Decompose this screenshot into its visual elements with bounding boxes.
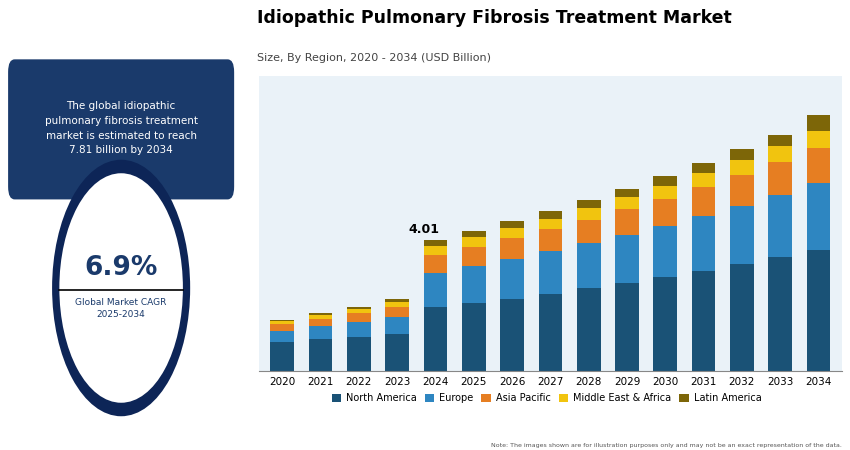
Text: 4.01: 4.01 xyxy=(409,223,439,236)
Bar xyxy=(385,307,409,317)
Text: Global Market CAGR
2025-2034: Global Market CAGR 2025-2034 xyxy=(76,298,167,319)
FancyBboxPatch shape xyxy=(8,58,235,200)
Bar xyxy=(577,243,601,288)
Bar xyxy=(654,176,677,185)
Bar xyxy=(807,116,830,131)
Bar xyxy=(423,255,447,273)
Bar xyxy=(385,302,409,307)
Bar xyxy=(309,319,332,326)
Circle shape xyxy=(60,173,183,403)
Bar xyxy=(692,271,716,371)
Bar xyxy=(385,299,409,302)
Bar xyxy=(347,309,371,313)
Bar xyxy=(500,221,524,228)
Bar xyxy=(309,315,332,319)
Bar xyxy=(654,185,677,198)
Bar xyxy=(692,163,716,173)
Text: 6.9%: 6.9% xyxy=(84,255,158,281)
Bar xyxy=(347,313,371,322)
Bar xyxy=(385,317,409,334)
Bar xyxy=(768,162,792,195)
Bar xyxy=(730,206,754,264)
Bar xyxy=(730,264,754,371)
Text: Size, By Region, 2020 - 2034 (USD Billion): Size, By Region, 2020 - 2034 (USD Billio… xyxy=(257,53,490,63)
Bar xyxy=(423,273,447,307)
Bar xyxy=(462,247,485,266)
Bar xyxy=(768,146,792,162)
Bar xyxy=(270,320,294,321)
Bar xyxy=(309,339,332,371)
Bar xyxy=(309,313,332,315)
Bar xyxy=(692,187,716,216)
Bar xyxy=(270,321,294,324)
Bar xyxy=(615,283,639,371)
Bar xyxy=(730,160,754,175)
Bar xyxy=(423,307,447,371)
Bar xyxy=(692,173,716,187)
Text: The global idiopathic
pulmonary fibrosis treatment
market is estimated to reach
: The global idiopathic pulmonary fibrosis… xyxy=(44,101,197,155)
Bar xyxy=(577,220,601,243)
Bar xyxy=(654,277,677,371)
Bar xyxy=(347,337,371,371)
Bar xyxy=(577,288,601,371)
Bar xyxy=(615,209,639,235)
Bar xyxy=(615,189,639,197)
Bar xyxy=(654,225,677,277)
Text: M A R K E T  R E S E A R C H: M A R K E T R E S E A R C H xyxy=(72,53,170,59)
Bar xyxy=(539,230,562,252)
Bar xyxy=(730,175,754,206)
Bar xyxy=(270,342,294,371)
Bar xyxy=(807,250,830,371)
Bar xyxy=(577,208,601,220)
Bar xyxy=(692,216,716,271)
Bar xyxy=(807,148,830,183)
Text: Note: The images shown are for illustration purposes only and may not be an exac: Note: The images shown are for illustrat… xyxy=(490,443,842,448)
Circle shape xyxy=(52,160,190,416)
Bar xyxy=(539,294,562,371)
Bar xyxy=(462,231,485,237)
Bar xyxy=(730,149,754,160)
Bar xyxy=(768,257,792,371)
Bar xyxy=(500,228,524,238)
Bar xyxy=(539,212,562,219)
Bar xyxy=(270,324,294,331)
Bar xyxy=(577,200,601,208)
Bar xyxy=(539,252,562,294)
Bar xyxy=(462,237,485,247)
Bar xyxy=(309,326,332,339)
Bar xyxy=(615,235,639,283)
Bar xyxy=(807,131,830,148)
Bar xyxy=(347,322,371,337)
Bar xyxy=(423,246,447,255)
Bar xyxy=(270,331,294,342)
Bar xyxy=(462,303,485,371)
Text: ✶  POLARIS: ✶ POLARIS xyxy=(76,24,166,39)
Legend: North America, Europe, Asia Pacific, Middle East & Africa, Latin America: North America, Europe, Asia Pacific, Mid… xyxy=(328,389,765,407)
Bar xyxy=(654,198,677,225)
Bar xyxy=(615,197,639,209)
Bar xyxy=(768,195,792,257)
Bar xyxy=(385,334,409,371)
Bar xyxy=(807,183,830,250)
Bar xyxy=(462,266,485,303)
Bar xyxy=(500,238,524,259)
Text: Source: www.polarismarketresearch.com: Source: www.polarismarketresearch.com xyxy=(53,436,190,442)
Text: Idiopathic Pulmonary Fibrosis Treatment Market: Idiopathic Pulmonary Fibrosis Treatment … xyxy=(257,9,732,27)
Bar xyxy=(347,307,371,309)
Bar xyxy=(500,259,524,298)
Bar xyxy=(768,135,792,146)
Bar xyxy=(500,298,524,371)
Bar xyxy=(423,240,447,246)
Bar xyxy=(539,219,562,230)
